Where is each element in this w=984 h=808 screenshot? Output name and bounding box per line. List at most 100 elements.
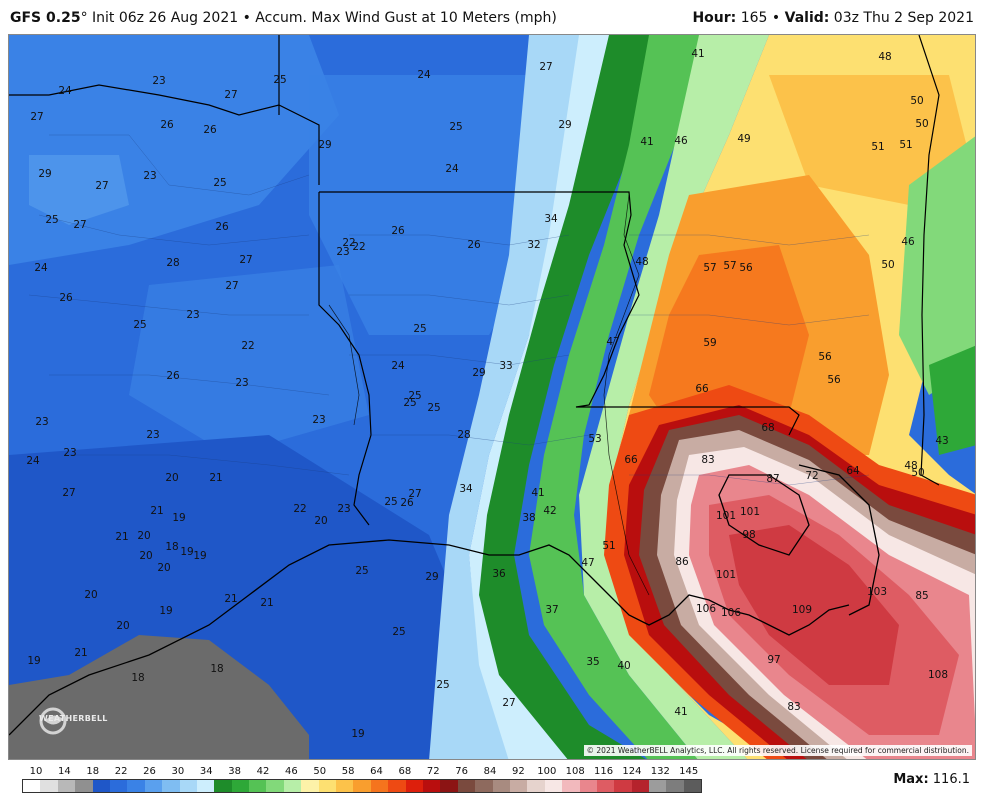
max-value: Max: 116.1 <box>893 772 970 787</box>
gust-value-label: 59 <box>703 337 717 349</box>
gust-value-label: 19 <box>351 728 365 740</box>
legend-tick-label: 50 <box>313 766 327 777</box>
gust-value-label: 29 <box>558 119 572 131</box>
legend-swatch <box>196 780 215 792</box>
gust-value-label: 20 <box>84 589 98 601</box>
gust-value-label: 24 <box>417 69 431 81</box>
gust-value-label: 19 <box>172 512 186 524</box>
legend-swatch <box>283 780 302 792</box>
gust-value-label: 25 <box>213 177 227 189</box>
legend-swatch <box>92 780 110 792</box>
legend-swatch <box>370 780 389 792</box>
gust-value-label: 26 <box>160 119 174 131</box>
gust-value-label: 18 <box>165 541 179 553</box>
legend-tick-label: 92 <box>512 766 525 777</box>
gust-value-label: 27 <box>539 61 553 73</box>
gust-value-label: 47 <box>606 336 620 348</box>
gust-value-label: 20 <box>137 530 151 542</box>
legend-tick-label: 68 <box>398 766 412 777</box>
gust-value-label: 25 <box>133 319 147 331</box>
legend-swatch <box>388 780 406 792</box>
forecast-time: Hour: 165 • Valid: 03z Thu 2 Sep 2021 <box>692 10 974 26</box>
gust-value-label: 85 <box>915 590 929 602</box>
legend-swatch <box>631 780 650 792</box>
gust-value-label: 38 <box>522 512 536 524</box>
legend-color-bar <box>22 779 702 793</box>
legend-swatch <box>162 780 180 792</box>
gust-value-label: 22 <box>293 503 307 515</box>
gust-value-label: 27 <box>224 89 238 101</box>
gust-value-label: 27 <box>95 180 109 192</box>
map-title: GFS 0.25° Init 06z 26 Aug 2021 • Accum. … <box>10 10 557 26</box>
legend-tick-label: 132 <box>650 766 670 777</box>
gust-value-label: 24 <box>391 360 405 372</box>
gust-value-label: 25 <box>273 74 287 86</box>
gust-value-label: 21 <box>115 531 129 543</box>
gust-value-label: 50 <box>910 95 924 107</box>
gust-value-label: 37 <box>545 604 559 616</box>
legend-tick-label: 72 <box>426 766 440 777</box>
gust-value-label: 51 <box>602 540 616 552</box>
gust-value-label: 26 <box>203 124 217 136</box>
max-number: 116.1 <box>932 772 970 787</box>
gust-value-label: 48 <box>878 51 892 63</box>
gust-value-label: 23 <box>35 416 49 428</box>
legend-swatch <box>75 780 93 792</box>
gust-value-label: 50 <box>915 118 929 130</box>
gust-value-label: 56 <box>827 374 841 386</box>
gust-value-label: 50 <box>911 467 925 479</box>
map-fill <box>9 35 975 759</box>
legend-swatch <box>544 780 563 792</box>
copyright-notice: © 2021 WeatherBELL Analytics, LLC. All r… <box>583 745 972 756</box>
legend-tick-label: 26 <box>143 766 156 777</box>
gust-value-label: 97 <box>767 654 781 666</box>
gust-value-label: 23 <box>146 429 160 441</box>
legend-tick-label: 124 <box>622 766 642 777</box>
legend-tick-label: 38 <box>228 766 242 777</box>
gust-value-label: 26 <box>59 292 73 304</box>
gust-value-label: 25 <box>427 402 441 414</box>
gust-value-label: 47 <box>581 557 595 569</box>
legend-swatch <box>109 780 128 792</box>
legend-swatch <box>562 780 580 792</box>
valid-label: Valid: <box>784 10 830 26</box>
legend-swatch <box>231 780 250 792</box>
gust-value-label: 83 <box>701 454 715 466</box>
legend-tick-label: 108 <box>565 766 585 777</box>
init-and-field: Init 06z 26 Aug 2021 • Accum. Max Wind G… <box>87 10 557 26</box>
gust-value-label: 24 <box>58 85 72 97</box>
gust-value-label: 29 <box>425 571 439 583</box>
gust-value-label: 103 <box>866 586 888 598</box>
gust-value-label: 22 <box>352 241 366 253</box>
gust-value-label: 109 <box>791 604 813 616</box>
gust-value-label: 18 <box>131 672 145 684</box>
hour-value: 165 • <box>736 10 785 26</box>
gust-value-label: 46 <box>901 236 915 248</box>
gust-value-label: 32 <box>527 239 541 251</box>
legend-swatch <box>422 780 441 792</box>
gust-value-label: 28 <box>457 429 471 441</box>
gust-value-label: 27 <box>225 280 239 292</box>
legend-tick-label: 46 <box>285 766 298 777</box>
gust-value-label: 41 <box>674 706 688 718</box>
gust-value-label: 23 <box>63 447 77 459</box>
gust-value-label: 25 <box>449 121 463 133</box>
gust-value-label: 48 <box>635 256 649 268</box>
legend-swatch <box>666 780 684 792</box>
gust-value-label: 27 <box>408 488 422 500</box>
gust-value-label: 35 <box>586 656 600 668</box>
gust-value-label: 40 <box>617 660 631 672</box>
gust-value-label: 20 <box>165 472 179 484</box>
gust-value-label: 26 <box>467 239 481 251</box>
gust-value-label: 21 <box>209 472 223 484</box>
legend-swatch <box>23 780 41 792</box>
gust-value-label: 19 <box>180 546 194 558</box>
gust-value-label: 20 <box>139 550 153 562</box>
gust-value-label: 20 <box>314 515 328 527</box>
gust-value-label: 27 <box>62 487 76 499</box>
gust-value-label: 53 <box>588 433 602 445</box>
gust-value-label: 66 <box>624 454 638 466</box>
gust-value-label: 23 <box>336 246 350 258</box>
weatherbell-logo <box>39 707 67 735</box>
gust-value-label: 25 <box>355 565 369 577</box>
